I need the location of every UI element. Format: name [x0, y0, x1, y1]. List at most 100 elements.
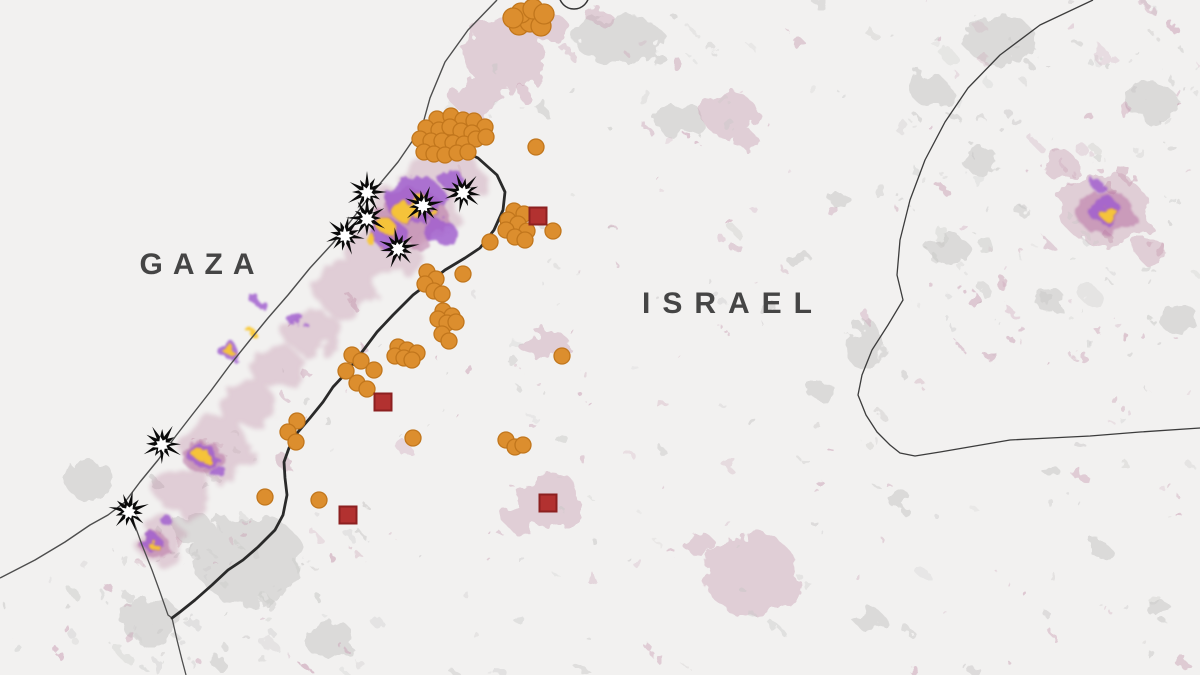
speck — [214, 562, 219, 567]
speck — [249, 454, 255, 460]
urban-area-gray — [760, 302, 780, 318]
speck — [438, 359, 442, 363]
speck — [693, 31, 698, 36]
speck — [917, 567, 928, 578]
speck — [1124, 408, 1129, 413]
speck — [1031, 243, 1037, 248]
speck — [1075, 500, 1080, 505]
speck — [1150, 268, 1155, 273]
speck — [772, 625, 782, 635]
speck — [1065, 169, 1069, 174]
incident-marker — [527, 138, 545, 156]
speck — [116, 647, 127, 658]
speck — [781, 267, 787, 273]
explosion-icon — [143, 425, 181, 464]
speck — [739, 90, 744, 94]
speck — [1041, 293, 1055, 307]
urban-area-gray — [1042, 464, 1058, 476]
speck — [1177, 339, 1181, 343]
speck — [1061, 162, 1069, 170]
speck — [659, 401, 670, 412]
speck — [488, 670, 493, 675]
speck — [1005, 659, 1009, 663]
speck — [1090, 149, 1098, 157]
speck — [1021, 342, 1026, 347]
speck — [498, 532, 503, 537]
speck — [824, 534, 828, 538]
speck — [892, 117, 907, 132]
speck — [283, 650, 288, 655]
speck — [638, 91, 653, 106]
speck — [930, 126, 935, 132]
speck — [1121, 419, 1129, 426]
speck — [1185, 389, 1192, 396]
speck — [662, 134, 671, 144]
heat-mauve — [157, 468, 213, 516]
speck — [1088, 141, 1096, 150]
urban-area-pink — [702, 93, 758, 137]
speck — [389, 533, 394, 537]
speck — [939, 185, 947, 193]
speck — [932, 225, 949, 243]
speck — [1175, 199, 1181, 205]
speck — [658, 482, 662, 486]
speck — [708, 45, 719, 55]
incident-marker-large — [533, 3, 555, 25]
speck — [561, 44, 570, 54]
urban-area-pink — [733, 130, 757, 150]
speck — [1071, 217, 1079, 225]
speck — [811, 474, 819, 482]
speck — [122, 591, 134, 602]
speck — [1009, 337, 1015, 344]
urban-area-gray — [855, 609, 885, 631]
speck — [1193, 61, 1198, 65]
speck — [1003, 284, 1008, 288]
explosion-core — [358, 183, 376, 203]
speck — [183, 616, 189, 622]
speck — [587, 574, 598, 585]
incident-marker — [358, 380, 376, 398]
speck — [904, 627, 913, 636]
speck — [152, 623, 160, 632]
speck — [574, 269, 580, 275]
urban-area-gray — [910, 75, 950, 105]
speck — [268, 629, 276, 637]
speck — [557, 475, 562, 480]
speck — [657, 297, 661, 301]
speck — [1174, 654, 1188, 668]
explosion-core — [360, 211, 375, 227]
explosion-icon — [441, 173, 481, 213]
speck — [311, 532, 320, 540]
speck — [341, 646, 347, 652]
speck — [463, 363, 472, 373]
speck — [513, 487, 517, 491]
urban-area-gray — [1160, 305, 1200, 335]
speck — [872, 183, 886, 197]
heat-mauve — [315, 264, 375, 316]
speck — [748, 610, 755, 617]
speck — [1149, 30, 1154, 35]
speck — [1159, 485, 1166, 491]
speck — [348, 392, 352, 397]
speck — [902, 200, 908, 206]
incident-marker — [256, 488, 274, 506]
speck — [436, 403, 440, 407]
speck — [1070, 1, 1076, 8]
speck — [489, 115, 492, 119]
speck — [1066, 313, 1071, 319]
explosion-core — [120, 504, 138, 520]
urban-area-pink — [465, 20, 545, 90]
speck — [980, 285, 993, 299]
speck — [982, 346, 993, 358]
speck — [371, 616, 383, 628]
speck — [724, 408, 731, 414]
explosion-icon — [346, 196, 386, 236]
speck — [1099, 603, 1104, 608]
speck — [267, 618, 274, 625]
speck — [1115, 100, 1130, 115]
urban-area-gray — [845, 320, 885, 370]
egypt-border-line — [124, 501, 187, 675]
speck — [715, 233, 724, 241]
heat-yellow — [222, 344, 234, 354]
speck — [1165, 141, 1174, 150]
